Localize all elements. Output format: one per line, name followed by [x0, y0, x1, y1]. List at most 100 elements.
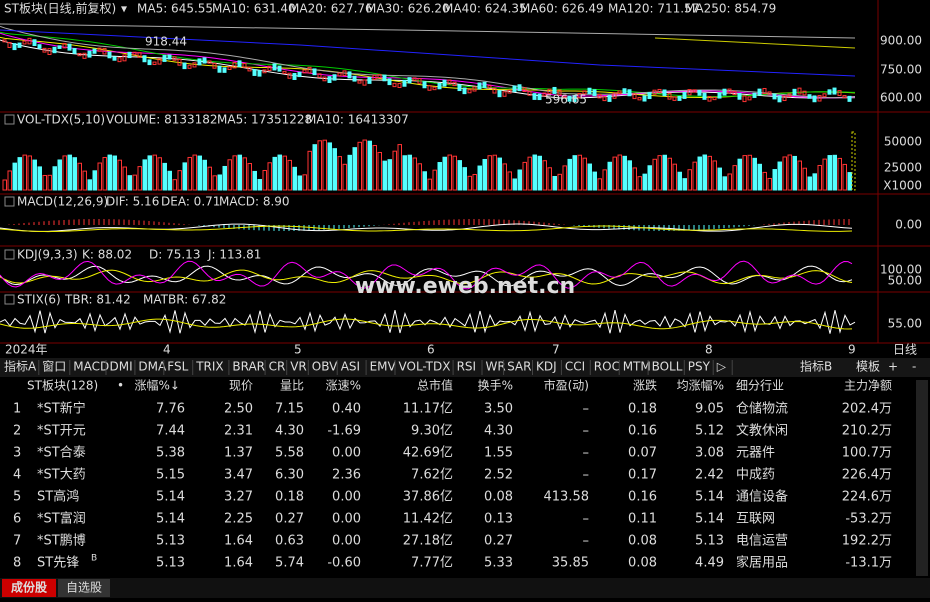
column-header[interactable]: 现价 [229, 379, 253, 393]
column-header[interactable]: 主力净额 [844, 379, 892, 393]
column-header[interactable]: ST板块(128) [27, 379, 98, 393]
vol-deco [242, 157, 247, 191]
candle-deco [257, 70, 262, 77]
indicator-tab[interactable]: TRIX [195, 360, 223, 374]
vol-deco [812, 173, 817, 191]
indicator-tab[interactable]: ▷ [717, 360, 727, 374]
indicator-tab[interactable]: ASI [341, 360, 360, 374]
indicator-tab[interactable]: WR [486, 360, 506, 374]
table-cell: 9.05 [695, 402, 724, 417]
indicator-tab[interactable]: VOL-TDX [399, 360, 451, 374]
tab[interactable]: - [912, 360, 916, 374]
bottom-tab[interactable]: 成份股 [11, 580, 48, 595]
date-label: 5 [294, 343, 302, 357]
vol-deco [52, 166, 57, 191]
indicator-tab[interactable]: BRAR [232, 360, 265, 374]
vol-deco [272, 156, 277, 191]
indicator-tab[interactable]: MACD [73, 360, 109, 374]
indicator-tab[interactable]: VR [290, 360, 307, 374]
vol-deco [32, 159, 37, 191]
vol-deco [607, 161, 612, 191]
column-header[interactable]: 换手% [478, 379, 513, 393]
table-cell: *ST新宁 [37, 401, 86, 417]
column-header[interactable]: 涨跌 [633, 378, 657, 393]
column-header[interactable]: 涨幅%↓ [135, 378, 180, 393]
vol-deco [217, 174, 222, 191]
candle-deco [152, 61, 157, 66]
candle-deco [327, 76, 332, 83]
vol-deco [102, 157, 107, 191]
column-header[interactable]: 市盈(动) [544, 378, 589, 393]
candle-deco [587, 87, 592, 95]
indicator-tab[interactable]: KDJ [536, 360, 557, 374]
candle-deco [812, 95, 817, 103]
vol-deco [22, 154, 27, 191]
candle-deco [157, 58, 162, 65]
candle-deco [292, 73, 297, 80]
indicator-value: J: 113.81 [207, 248, 261, 262]
vol-deco [182, 162, 187, 191]
candle-deco [432, 86, 437, 91]
candle-deco [782, 95, 787, 102]
line-deco [0, 25, 856, 99]
indicator-tab[interactable]: PSY [688, 360, 711, 374]
column-header[interactable]: 涨速% [326, 378, 361, 393]
indicator-tab[interactable]: FSL [167, 360, 188, 374]
indicator-tab[interactable]: 窗口 [42, 360, 66, 374]
vol-deco [472, 173, 477, 191]
column-header[interactable]: 总市值 [417, 378, 453, 393]
indicator-tab[interactable]: MTM [623, 360, 651, 374]
table-cell: – [583, 512, 590, 527]
column-header[interactable]: 细分行业 [736, 379, 784, 393]
vol-deco [702, 154, 707, 191]
candle-deco [552, 86, 557, 94]
candle-deco [682, 92, 687, 99]
column-header[interactable]: 量比 [280, 379, 304, 393]
candle-deco [372, 74, 377, 80]
vol-deco [442, 156, 447, 191]
indicator-value: DIF: 5.16 [106, 195, 159, 209]
vol-deco [202, 159, 207, 191]
vol-deco [592, 171, 597, 191]
table-cell: 7.77亿 [411, 556, 453, 571]
candle-deco [562, 94, 567, 98]
line-deco [0, 318, 853, 330]
vol-deco [152, 154, 157, 191]
indicator-tab[interactable]: CR [269, 360, 286, 374]
column-header[interactable]: • [117, 379, 124, 393]
vol-deco [517, 169, 522, 191]
vol-deco [132, 174, 137, 191]
table-cell: 100.7万 [842, 446, 892, 461]
tab-bar [0, 358, 930, 377]
table-cell: 0.18 [275, 490, 304, 505]
indicator-tab[interactable]: CCI [565, 360, 585, 374]
indicator-tab[interactable]: EMV [370, 360, 397, 374]
indicator-tab[interactable]: BOLL [652, 360, 683, 374]
table-cell: 413.58 [544, 490, 590, 505]
candle-deco [17, 42, 22, 48]
candle-deco [62, 42, 67, 49]
bottom-tab[interactable]: 自选股 [66, 581, 102, 595]
tab[interactable]: + [888, 360, 898, 374]
vol-deco [657, 155, 662, 191]
indicator-tab[interactable]: ROC [594, 360, 620, 374]
table-cell: 元器件 [736, 446, 775, 461]
table-cell: -0.60 [327, 556, 361, 571]
indicator-tab[interactable]: OBV [312, 360, 338, 374]
date-label: 8 [705, 343, 713, 357]
tab[interactable]: 模板 [856, 360, 880, 374]
table-cell: 27.18亿 [403, 534, 453, 549]
candle-deco [582, 90, 587, 95]
indicator-value: MACD: 8.90 [219, 195, 290, 209]
candle-deco [202, 57, 207, 64]
indicator-tab[interactable]: DMA [138, 360, 167, 374]
vol-deco [767, 177, 772, 191]
tab[interactable]: 指标B [800, 359, 832, 374]
candle-deco [122, 54, 127, 62]
vol-deco [477, 165, 482, 191]
indicator-tab[interactable]: DMI [110, 360, 133, 374]
indicator-tab[interactable]: 指标A [4, 359, 37, 374]
column-header[interactable]: 均涨幅% [677, 378, 724, 393]
indicator-tab[interactable]: SAR [507, 360, 531, 374]
indicator-tab[interactable]: RSI [457, 360, 477, 374]
